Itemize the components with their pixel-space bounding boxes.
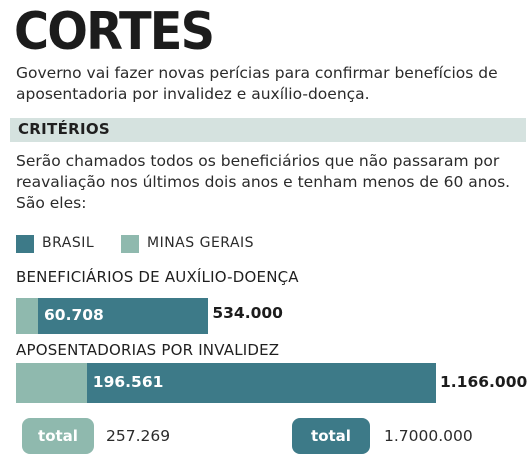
chart-title: CORTES [14,2,215,62]
criteria-heading: CRITÉRIOS [18,120,111,138]
total-label-minas: total [38,427,78,445]
criteria-band: CRITÉRIOS [10,118,526,142]
total-value-brasil: 1.7000.000 [384,427,473,445]
bar-label-aposentadorias-minas: 196.561 [92,373,164,391]
bar-label-aposentadorias-brasil: 1.166.000 [440,373,528,391]
bar-auxilio-minas [16,298,38,334]
total-value-minas: 257.269 [106,427,171,445]
bar-aposentadorias-minas [16,363,87,403]
total-pill-brasil: total [292,418,370,454]
legend-label-brasil: BRASIL [42,235,95,251]
total-pill-minas: total [22,418,94,454]
category-label-auxilio: BENEFICIÁRIOS DE AUXÍLIO-DOENÇA [16,268,299,286]
legend-label-minas: MINAS GERAIS [147,235,255,251]
bar-auxilio-brasil [16,298,209,334]
category-label-aposentadorias: APOSENTADORIAS POR INVALIDEZ [16,341,280,359]
criteria-text: Serão chamados todos os beneficiários qu… [16,152,511,212]
bar-label-auxilio-brasil: 534.000 [212,304,283,322]
total-label-brasil: total [311,427,351,445]
chart-subtitle: Governo vai fazer novas perícias para co… [16,64,498,103]
legend-swatch-minas [121,235,139,253]
legend-swatch-brasil [16,235,34,253]
bar-label-auxilio-minas: 60.708 [44,306,104,324]
